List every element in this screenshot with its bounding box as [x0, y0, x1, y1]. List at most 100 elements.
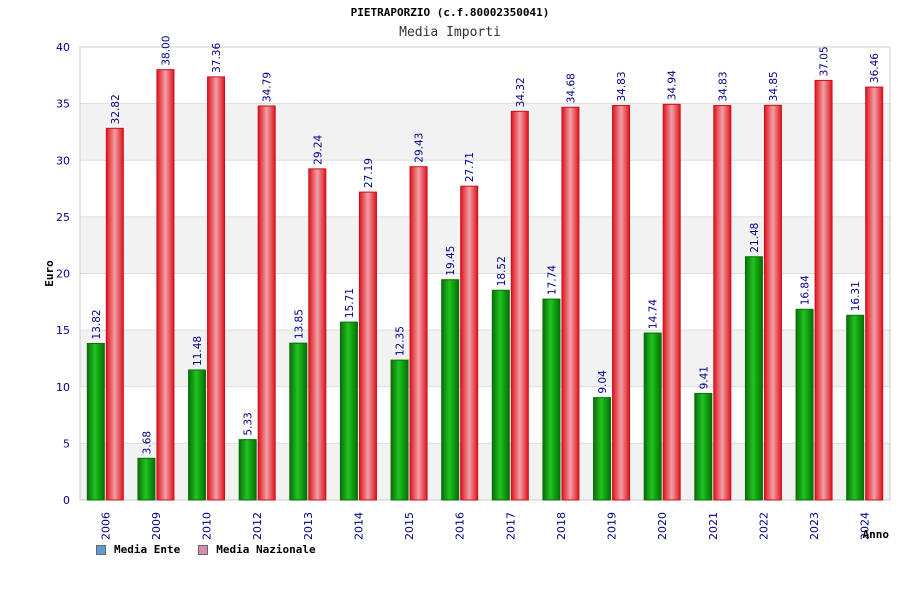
value-label: 5.33	[243, 412, 255, 435]
value-label: 11.48	[192, 336, 204, 366]
x-tick-label: 2010	[201, 512, 214, 540]
x-tick-label: 2022	[757, 512, 770, 540]
value-label: 18.52	[496, 256, 508, 286]
y-tick-label: 35	[56, 98, 70, 111]
legend: Media Ente Media Nazionale	[96, 543, 316, 556]
bar-ente	[188, 369, 207, 501]
bar-nazionale	[156, 69, 175, 501]
x-axis-label: Anno	[863, 528, 890, 541]
x-tick-label: 2016	[454, 512, 467, 540]
chart-subtitle: Media Importi	[399, 25, 501, 40]
bar-nazionale	[561, 106, 580, 501]
value-label: 16.84	[800, 275, 812, 305]
bar-nazionale	[865, 86, 884, 501]
x-tick-label: 2009	[150, 512, 163, 540]
y-tick-label: 5	[63, 437, 70, 450]
y-tick-label: 40	[56, 41, 70, 54]
value-label: 13.82	[91, 309, 103, 339]
bar-ente	[643, 332, 662, 501]
bar-nazionale	[763, 104, 782, 501]
x-tick-label: 2018	[555, 512, 568, 540]
value-label: 34.85	[768, 71, 780, 101]
value-label: 34.79	[262, 72, 274, 102]
value-label: 37.05	[819, 46, 831, 76]
x-tick-label: 2017	[504, 512, 517, 540]
y-tick-label: 0	[63, 494, 70, 507]
bar-nazionale	[510, 110, 529, 501]
value-label: 29.24	[312, 134, 324, 164]
value-label: 16.31	[850, 281, 862, 311]
value-label: 17.74	[546, 265, 558, 295]
x-tick-label: 2015	[403, 512, 416, 540]
x-tick-label: 2024	[859, 512, 872, 540]
legend-swatch-nazionale	[198, 544, 209, 555]
y-tick-label: 15	[56, 324, 70, 337]
bar-ente	[744, 256, 763, 501]
bar-ente	[491, 289, 510, 501]
value-label: 38.00	[160, 36, 172, 66]
value-label: 3.68	[141, 431, 153, 454]
value-label: 9.04	[597, 370, 609, 394]
value-label: 37.36	[211, 43, 223, 73]
x-tick-label: 2012	[251, 512, 264, 540]
value-label: 27.71	[464, 152, 476, 182]
value-label: 13.85	[293, 309, 305, 339]
value-label: 15.71	[344, 288, 356, 318]
legend-label-nazionale: Media Nazionale	[216, 543, 316, 556]
bar-ente	[339, 321, 358, 501]
y-axis-label: Euro	[43, 260, 56, 287]
legend-item-nazionale: Media Nazionale	[198, 543, 316, 556]
value-label: 27.19	[363, 158, 375, 188]
value-label: 14.74	[648, 299, 660, 329]
y-tick-label: 30	[56, 154, 70, 167]
value-label: 34.83	[616, 71, 628, 101]
bar-ente	[238, 439, 257, 501]
chart-title: PIETRAPORZIO (c.f.80002350041)	[350, 6, 550, 19]
value-label: 34.94	[667, 70, 679, 100]
x-tick-label: 2014	[352, 512, 365, 540]
value-label: 12.35	[395, 326, 407, 356]
y-tick-label: 20	[56, 268, 70, 281]
value-label: 34.68	[565, 73, 577, 103]
value-label: 34.32	[515, 77, 527, 107]
bar-ente	[441, 279, 460, 501]
value-label: 36.46	[869, 53, 881, 83]
bar-ente	[86, 342, 105, 501]
value-label: 9.41	[698, 366, 710, 389]
bar-ente	[593, 397, 612, 501]
value-label: 29.43	[414, 133, 426, 163]
bar-ente	[846, 314, 865, 501]
bar-ente	[289, 342, 308, 501]
bar-nazionale	[409, 166, 428, 501]
bar-nazionale	[257, 105, 276, 501]
bar-nazionale	[358, 191, 377, 501]
x-tick-label: 2006	[99, 512, 112, 540]
value-label: 32.82	[110, 94, 122, 124]
bar-nazionale	[207, 76, 226, 501]
plot-frame	[79, 46, 891, 501]
x-tick-label: 2019	[606, 512, 619, 540]
bar-nazionale	[308, 168, 327, 501]
bar-nazionale	[460, 185, 479, 501]
value-label: 19.45	[445, 246, 457, 276]
value-label: 34.83	[717, 71, 729, 101]
bar-nazionale	[105, 127, 124, 501]
x-tick-label: 2023	[808, 512, 821, 540]
bar-ente	[390, 359, 409, 501]
x-tick-label: 2013	[302, 512, 315, 540]
x-tick-label: 2021	[707, 512, 720, 540]
legend-item-ente: Media Ente	[96, 543, 180, 556]
bar-nazionale	[713, 105, 732, 501]
bar-nazionale	[612, 105, 631, 501]
value-label: 21.48	[749, 223, 761, 253]
bar-ente	[795, 308, 814, 501]
x-tick-label: 2020	[656, 512, 669, 540]
y-tick-label: 25	[56, 211, 70, 224]
bar-ente	[694, 392, 713, 501]
bar-ente	[542, 298, 561, 501]
bar-nazionale	[814, 79, 833, 501]
legend-swatch-ente	[96, 544, 106, 555]
bar-nazionale	[662, 103, 681, 501]
legend-label-ente: Media Ente	[114, 543, 181, 556]
